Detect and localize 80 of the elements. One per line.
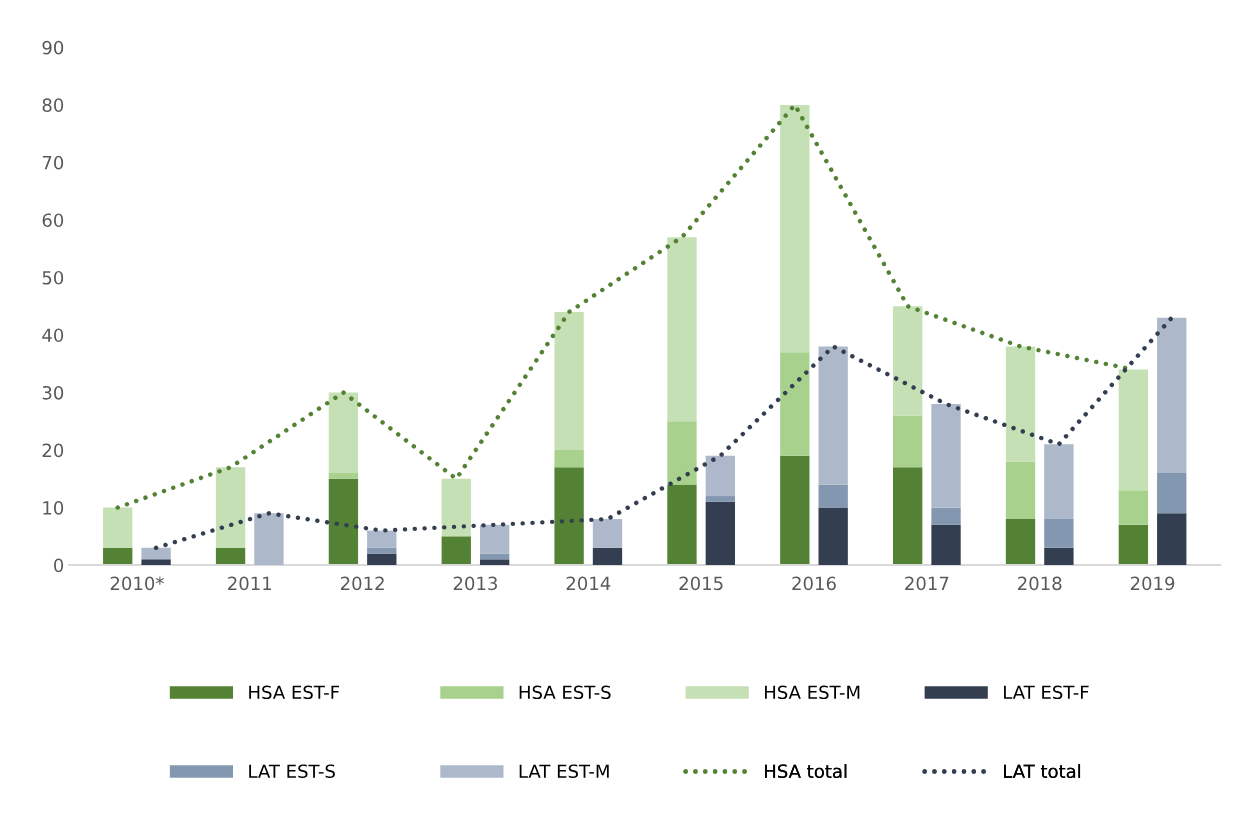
legend-label: LAT EST-F (1004, 685, 1089, 700)
bar (1005, 461, 1036, 520)
bar (254, 513, 284, 566)
bar (705, 501, 735, 566)
bar (479, 524, 510, 554)
bar (1118, 490, 1149, 525)
y-tick-label: 80 (42, 98, 64, 113)
y-tick-label: 20 (42, 443, 64, 458)
legend-label: HSA EST-S (519, 685, 611, 700)
bar (892, 415, 923, 468)
bar (1005, 346, 1036, 462)
y-tick-label: 10 (43, 501, 64, 515)
bar (1157, 317, 1187, 474)
y-tick-label: 0 (54, 558, 64, 573)
bar (931, 524, 961, 566)
x-tick-label: 2016 (792, 576, 836, 591)
bar (479, 559, 510, 566)
bar (328, 478, 359, 566)
legend-label: LAT total (1004, 764, 1081, 779)
x-tick-label: 2014 (566, 576, 611, 591)
x-tick-label: 2015 (679, 576, 723, 591)
legend-label: LAT EST-M (519, 764, 609, 779)
bar (931, 507, 961, 525)
bar (103, 507, 133, 548)
bar (1005, 519, 1036, 566)
bar (441, 536, 471, 566)
bar (818, 507, 848, 566)
bar (215, 547, 246, 566)
bar (367, 553, 397, 566)
bar (141, 559, 171, 566)
legend-label: HSA EST-F (249, 685, 340, 700)
y-tick-label: 90 (42, 40, 64, 55)
y-tick-label: 30 (42, 385, 64, 400)
bar (892, 467, 923, 566)
bar (1044, 519, 1074, 548)
y-tick-label: 70 (42, 155, 64, 170)
x-tick-label: 2013 (453, 576, 497, 591)
bar (141, 547, 171, 560)
y-tick-label: 60 (42, 213, 64, 228)
bar (780, 455, 810, 566)
bar (367, 530, 397, 548)
x-tick-label: 2019 (1130, 576, 1175, 591)
bar (1118, 524, 1149, 566)
bar (592, 547, 623, 566)
x-tick-label: 2017 (905, 576, 949, 591)
bar (1157, 513, 1187, 566)
bar (931, 404, 961, 508)
legend-label: LAT EST-S (249, 764, 335, 779)
x-tick-label: 2012 (340, 576, 384, 591)
x-tick-label: 2011 (228, 576, 272, 591)
bar (554, 450, 584, 468)
bar (367, 547, 397, 554)
bar (441, 478, 471, 537)
bar (554, 467, 584, 566)
bar (554, 311, 584, 451)
x-tick-label: 2010* (110, 576, 164, 591)
bar (818, 346, 848, 485)
bar (1044, 547, 1074, 566)
x-tick-label: 2018 (1018, 576, 1062, 591)
bar (780, 104, 810, 353)
legend-label: HSA EST-M (765, 685, 860, 700)
y-tick-label: 50 (42, 270, 64, 285)
bar (592, 519, 623, 548)
bar (1044, 444, 1074, 520)
legend-label: HSA total (765, 764, 847, 779)
bar (892, 306, 923, 416)
bar (705, 455, 735, 497)
bar (1118, 369, 1149, 491)
bar (328, 392, 359, 474)
bar (215, 467, 246, 548)
bar (1157, 473, 1187, 514)
y-tick-label: 40 (42, 328, 64, 343)
bar (667, 484, 697, 566)
bar (705, 496, 735, 502)
bar (818, 484, 848, 508)
bar (328, 473, 359, 479)
bar (667, 421, 697, 485)
bar (780, 352, 810, 456)
bar (103, 547, 133, 566)
bar (667, 237, 697, 422)
